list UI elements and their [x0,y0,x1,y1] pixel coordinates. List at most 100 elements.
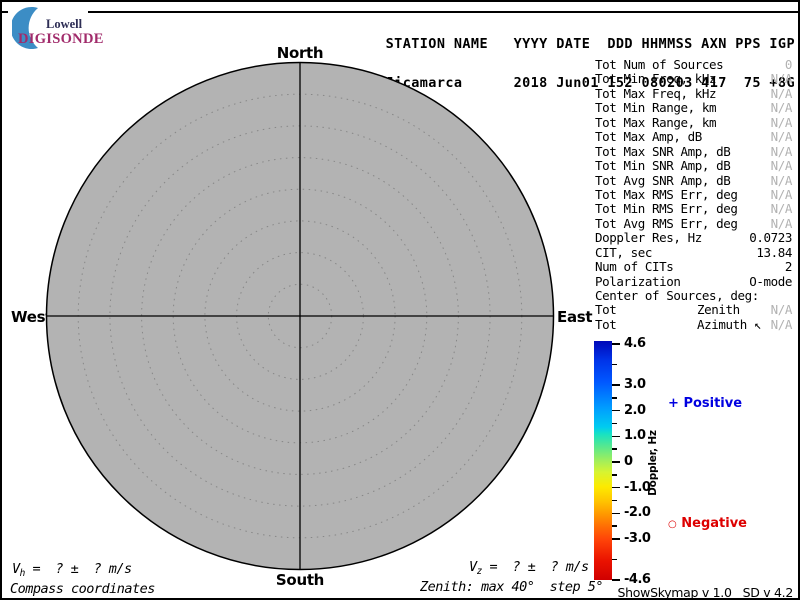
legend-negative-label: Negative [681,516,748,531]
colorbar-major-tick [612,343,620,345]
stat-label: Tot Max Amp, dB [595,129,702,145]
stat-row: Tot Max RMS Err, deg N/A [595,186,793,202]
stat-sublabel: Azimuth ↖ [697,316,762,332]
legend-negative: ○ Negative [668,516,747,531]
stat-label: Tot Max Range, km [595,114,717,130]
stat-row: Tot Min SNR Amp, dB N/A [595,158,793,174]
stat-label: Doppler Res, Hz [595,230,702,246]
stat-sublabel: Zenith [697,302,740,318]
stat-label: Tot Min SNR Amp, dB [595,158,731,174]
stat-row: Tot Min Freq, kHz N/A [595,71,793,87]
stat-value: 0.0723 [749,230,792,246]
stat-row: Tot Max SNR Amp, dB N/A [595,143,793,159]
stat-label: Tot Avg RMS Err, deg [595,215,738,231]
stat-value: N/A [770,316,793,332]
vh-symbol: V [12,561,20,577]
compass-label-south: South [275,571,325,589]
vh-value: = ? ± ? m/s [24,561,133,577]
compass-label-east: East [557,308,593,326]
stat-row: Num of CITs 2 [595,259,792,275]
doppler-colorbar: 4.6 3.0 2.0 1.0 0 -1.0 -2.0 -3.0 -4.6 [594,336,664,587]
colorbar-minor-tick [612,448,617,450]
stat-label: Polarization [595,273,681,289]
stat-row: Tot Min Range, km N/A [595,100,793,116]
stat-value: N/A [770,172,793,188]
stat-row: Tot Azimuth ↖ N/A [595,316,793,332]
colorbar-axis-label: Doppler, Hz [647,430,659,496]
colorbar-minor-tick [612,558,617,561]
horizontal-velocity-readout: Vh = ? ± ? m/s [12,561,132,579]
colorbar-major-tick [612,579,620,581]
coordinate-system-label: Compass coordinates [10,581,155,597]
stat-row: Doppler Res, Hz 0.0723 [595,230,792,246]
stat-row: CIT, sec 13.84 [595,244,792,260]
colorbar-minor-tick [612,474,617,476]
stat-label: Center of Sources, deg: [595,288,759,303]
colorbar-tick-label: 1.0 [624,428,646,444]
colorbar-major-tick [612,435,620,438]
stat-label: Tot Max Freq, kHz [595,85,717,101]
stat-row: Polarization O-mode [595,273,792,289]
stat-label: Tot Min Freq, kHz [595,71,717,87]
colorbar-tick-label: 2.0 [624,402,646,418]
colorbar-minor-tick [612,422,617,425]
stat-value: N/A [770,143,793,159]
colorbar-tick-label: 0 [624,454,633,470]
vh-subscript: h [19,568,26,579]
colorbar-major-tick [612,486,620,489]
stat-row: Tot Max Amp, dB N/A [595,129,793,145]
colorbar-minor-tick [612,525,617,527]
station-header-values: Jicamarca 2018 Jun01 152 080203 417 75 +… [385,75,795,91]
stat-row: Tot Min RMS Err, deg N/A [595,201,793,217]
colorbar-major-tick [612,538,620,540]
stat-value: N/A [770,129,793,145]
zenith-range-note: Zenith: max 40° step 5° [420,579,604,595]
stat-value: N/A [770,85,793,101]
logo-lowell-text: Lowell [46,17,83,31]
stat-value: N/A [770,100,793,116]
stat-label: Tot [595,316,617,332]
colorbar-minor-tick [612,363,617,366]
stat-row: Tot Max Range, km N/A [595,114,793,130]
stat-label: CIT, sec [595,244,653,260]
colorbar-tick-label: -3.0 [624,531,651,547]
stat-label: Tot Max RMS Err, deg [595,186,738,202]
stat-label: Tot [595,302,617,318]
stat-value: 13.84 [756,244,792,260]
stat-value: N/A [770,158,793,174]
stat-value: N/A [770,201,793,217]
colorbar-tick-label: 3.0 [624,377,646,393]
header-separator [2,11,798,13]
stat-value: N/A [770,302,793,318]
compass-label-north: North [276,44,324,62]
colorbar-tick-label: -4.6 [624,572,651,588]
stat-value: N/A [770,186,793,202]
stat-label: Tot Min RMS Err, deg [595,201,738,217]
stat-row: Tot Max Freq, kHz N/A [595,85,793,101]
vz-symbol: V [469,559,477,575]
stat-label: Tot Num of Sources [595,57,724,72]
station-header-columns: STATION NAME YYYY DATE DDD HHMMSS AXN PP… [385,36,795,52]
stat-value: N/A [770,215,793,231]
colorbar-minor-tick [612,397,617,399]
colorbar-tick-label: -1.0 [624,479,651,495]
vz-value: = ? ± ? m/s [481,559,590,575]
logo-crescent-icon [12,7,38,49]
colorbar-major-tick [612,384,620,386]
stat-row: Tot Avg SNR Amp, dB N/A [595,172,793,188]
digisonde-logo: Lowell DIGISONDE [8,4,103,49]
stat-label: Tot Avg SNR Amp, dB [595,172,731,188]
station-header: STATION NAME YYYY DATE DDD HHMMSS AXN PP… [386,12,795,116]
circle-marker-icon: ○ [668,519,677,530]
stat-value: N/A [770,114,793,130]
colorbar-tick-label: -2.0 [624,505,651,521]
stat-row: Center of Sources, deg: [595,288,792,303]
stat-row: Tot Avg RMS Err, deg N/A [595,215,793,231]
stat-value: N/A [770,71,793,87]
stat-label: Num of CITs [595,259,674,275]
compass-label-west: West [11,308,53,326]
stat-value: 0 [784,57,793,72]
stats-panel: Tot Num of Sources 0 Tot Min Freq, kHz N/A T… [595,57,793,332]
software-version-label: ShowSkymap v 1.0 SD v 4.2 [617,585,794,600]
